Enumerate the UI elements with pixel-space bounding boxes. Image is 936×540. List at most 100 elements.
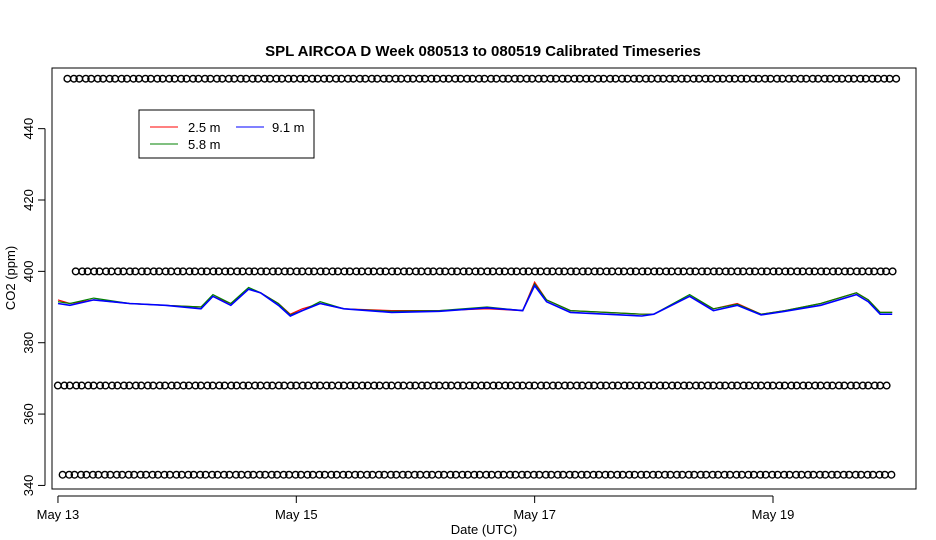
marker-point [608, 381, 617, 390]
marker-point [251, 381, 260, 390]
marker-point [513, 381, 522, 390]
y-tick-label: 420 [21, 189, 36, 211]
marker-point [125, 267, 134, 276]
marker-point [100, 470, 109, 479]
marker-rows [53, 74, 901, 479]
marker-point [720, 470, 729, 479]
marker-point [233, 267, 242, 276]
marker-point [208, 470, 217, 479]
marker-point [93, 74, 102, 83]
marker-point [858, 381, 867, 390]
marker-point [220, 470, 229, 479]
marker-point [644, 381, 653, 390]
marker-point [618, 74, 627, 83]
marker-point [465, 381, 474, 390]
marker-point [370, 381, 379, 390]
marker-point [102, 267, 111, 276]
marker-point [601, 470, 610, 479]
marker-point [870, 381, 879, 390]
marker-point [796, 74, 805, 83]
marker-point [534, 74, 543, 83]
marker-point [864, 267, 873, 276]
marker-point [340, 267, 349, 276]
marker-point [548, 381, 557, 390]
marker-point [165, 74, 174, 83]
marker-point [677, 74, 686, 83]
marker-point [310, 381, 319, 390]
marker-point [363, 470, 372, 479]
marker-point [739, 381, 748, 390]
marker-point [665, 74, 674, 83]
marker-point [141, 74, 150, 83]
marker-point [355, 74, 364, 83]
marker-point [494, 470, 503, 479]
series-line-5-8-m [57, 282, 893, 316]
marker-row [71, 267, 897, 276]
marker-point [780, 470, 789, 479]
marker-point [78, 267, 87, 276]
marker-point [852, 267, 861, 276]
marker-point [649, 470, 658, 479]
marker-point [280, 267, 289, 276]
marker-point [542, 267, 551, 276]
marker-point [268, 267, 277, 276]
marker-point [519, 267, 528, 276]
legend: 2.5 m 5.8 m 9.1 m [138, 109, 315, 159]
marker-point [136, 470, 145, 479]
marker-point [660, 470, 669, 479]
marker-point [761, 74, 770, 83]
marker-point [105, 74, 114, 83]
x-tick-label: May 17 [513, 507, 556, 522]
marker-point [827, 470, 836, 479]
marker-point [322, 381, 331, 390]
x-axis: May 13 May 15 May 17 May 19 [37, 495, 794, 522]
marker-point [358, 381, 367, 390]
marker-point [367, 74, 376, 83]
marker-point [632, 381, 641, 390]
marker-point [316, 267, 325, 276]
marker-point [653, 74, 662, 83]
marker-point [332, 74, 341, 83]
marker-point [209, 267, 218, 276]
marker-point [364, 267, 373, 276]
marker-point [453, 381, 462, 390]
marker-point [470, 470, 479, 479]
marker-point [284, 74, 293, 83]
marker-point [829, 267, 838, 276]
marker-point [471, 267, 480, 276]
marker-point [620, 381, 629, 390]
marker-point [351, 470, 360, 479]
marker-point [495, 267, 504, 276]
marker-point [379, 74, 388, 83]
marker-point [148, 470, 157, 479]
marker-point [191, 381, 200, 390]
marker-point [656, 381, 665, 390]
marker-point [339, 470, 348, 479]
marker-point [117, 74, 126, 83]
marker-point [215, 381, 224, 390]
marker-point [292, 267, 301, 276]
marker-point [291, 470, 300, 479]
marker-point [732, 470, 741, 479]
marker-point [463, 74, 472, 83]
series-line-9-1-m [57, 284, 893, 317]
marker-point [243, 470, 252, 479]
y-tick-label: 360 [21, 403, 36, 425]
marker-point [149, 267, 158, 276]
marker-point [606, 74, 615, 83]
marker-point [203, 381, 212, 390]
marker-point [792, 470, 801, 479]
marker-point [811, 381, 820, 390]
marker-point [446, 470, 455, 479]
marker-point [834, 381, 843, 390]
marker-point [200, 74, 209, 83]
marker-point [554, 267, 563, 276]
marker-point [674, 267, 683, 276]
marker-point [382, 381, 391, 390]
legend-label-5-8m: 5.8 m [188, 137, 221, 152]
marker-point [124, 470, 133, 479]
marker-point [614, 267, 623, 276]
marker-point [447, 267, 456, 276]
marker-point [772, 74, 781, 83]
marker-point [757, 267, 766, 276]
